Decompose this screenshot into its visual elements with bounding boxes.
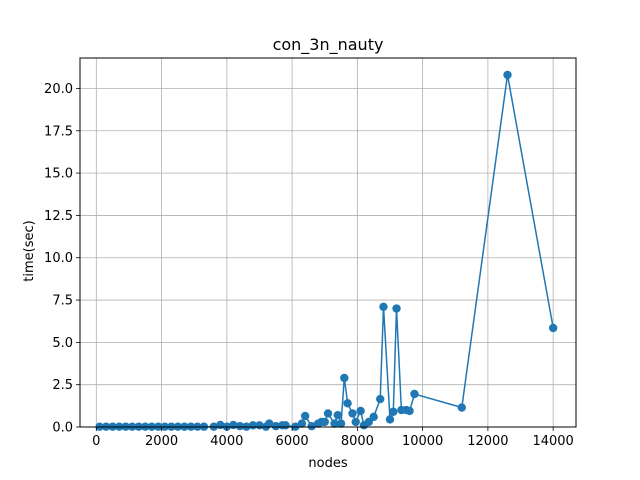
y-tick-label: 15.0: [44, 167, 73, 182]
y-tick-label: 12.5: [44, 209, 73, 224]
data-point: [300, 411, 310, 421]
data-point: [356, 406, 365, 416]
y-tick-label: 7.5: [52, 294, 73, 309]
data-point: [392, 304, 401, 313]
x-tick-label: 0: [92, 434, 100, 449]
data-point: [271, 421, 280, 431]
data-point: [457, 403, 466, 412]
x-axis-label: nodes: [308, 456, 347, 471]
x-ticks: 0 2000 4000 6000 8000 10000 12000 14000: [92, 427, 574, 449]
y-tick-label: 5.0: [52, 336, 73, 351]
data-point: [410, 389, 419, 399]
plot-frame: [79, 57, 577, 428]
data-point: [320, 417, 329, 427]
data-point: [379, 302, 388, 312]
data-point: [323, 409, 333, 418]
x-tick-label: 14000: [532, 434, 573, 449]
data-point: [333, 410, 342, 420]
y-ticks: 0.0 2.5 5.0 7.5 10.0 12.5 15.0 17.5 20.0: [44, 82, 80, 436]
x-tick-label: 6000: [276, 434, 309, 449]
y-tick-label: 20.0: [44, 82, 73, 97]
data-point: [297, 419, 307, 428]
data-point: [235, 421, 245, 431]
data-point: [503, 70, 512, 80]
chart-title: con_3n_nauty: [273, 35, 384, 55]
y-tick-label: 10.0: [44, 251, 73, 266]
data-point: [281, 421, 290, 430]
data-point: [265, 419, 274, 428]
data-point: [385, 415, 395, 424]
y-tick-label: 2.5: [52, 378, 73, 393]
y-tick-label: 0.0: [52, 421, 73, 436]
data-point: [351, 417, 360, 427]
x-tick-label: 2000: [145, 434, 178, 449]
x-tick-label: 12000: [467, 434, 508, 449]
x-tick-label: 10000: [402, 434, 443, 449]
data-point: [376, 394, 385, 404]
x-tick-label: 4000: [210, 434, 243, 449]
x-tick-label: 8000: [341, 434, 374, 449]
y-tick-label: 17.5: [44, 124, 73, 139]
data-point: [330, 419, 339, 428]
data-point: [405, 406, 414, 416]
data-point: [340, 373, 349, 383]
y-axis-label: time(sec): [22, 220, 37, 281]
data-point: [336, 419, 346, 428]
data-point: [343, 399, 352, 408]
data-point: [348, 409, 357, 418]
data-point: [369, 412, 378, 422]
data-point: [307, 421, 316, 431]
data-point: [389, 407, 398, 416]
data-point: [548, 323, 558, 333]
